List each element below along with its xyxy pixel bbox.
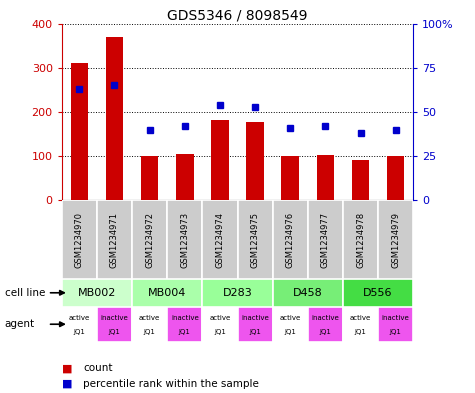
Bar <box>167 200 202 279</box>
Text: percentile rank within the sample: percentile rank within the sample <box>83 379 259 389</box>
Text: active: active <box>280 315 301 321</box>
Text: agent: agent <box>5 319 35 329</box>
Bar <box>211 119 228 200</box>
Text: active: active <box>139 315 160 321</box>
Bar <box>238 307 273 342</box>
Bar <box>176 154 194 200</box>
Text: GSM1234976: GSM1234976 <box>286 212 294 268</box>
Bar <box>62 200 97 279</box>
Text: JQ1: JQ1 <box>108 329 121 335</box>
Bar <box>202 200 238 279</box>
Text: JQ1: JQ1 <box>179 329 190 335</box>
Text: JQ1: JQ1 <box>354 329 367 335</box>
Text: GSM1234978: GSM1234978 <box>356 212 365 268</box>
Bar <box>141 156 158 200</box>
Text: inactive: inactive <box>382 315 409 321</box>
Bar <box>308 307 343 342</box>
Text: GSM1234970: GSM1234970 <box>75 212 84 268</box>
Text: GSM1234977: GSM1234977 <box>321 212 330 268</box>
Text: GSM1234973: GSM1234973 <box>180 212 189 268</box>
Text: JQ1: JQ1 <box>249 329 261 335</box>
Bar <box>273 200 308 279</box>
Text: GSM1234979: GSM1234979 <box>391 212 400 268</box>
Bar <box>308 200 343 279</box>
Bar <box>343 200 378 279</box>
Text: active: active <box>209 315 230 321</box>
Text: inactive: inactive <box>101 315 128 321</box>
Text: MB004: MB004 <box>148 288 186 298</box>
Bar <box>238 200 273 279</box>
Bar <box>132 200 167 279</box>
Text: ■: ■ <box>62 364 72 373</box>
Bar <box>343 279 413 307</box>
Bar <box>105 37 124 200</box>
Text: GSM1234975: GSM1234975 <box>251 212 259 268</box>
Text: D458: D458 <box>293 288 323 298</box>
Bar <box>132 307 167 342</box>
Text: active: active <box>350 315 371 321</box>
Bar <box>281 156 299 200</box>
Title: GDS5346 / 8098549: GDS5346 / 8098549 <box>167 8 308 22</box>
Bar <box>62 307 97 342</box>
Text: JQ1: JQ1 <box>390 329 401 335</box>
Bar <box>97 307 132 342</box>
Text: GSM1234974: GSM1234974 <box>216 212 224 268</box>
Text: inactive: inactive <box>312 315 339 321</box>
Bar <box>273 279 343 307</box>
Text: active: active <box>69 315 90 321</box>
Bar <box>352 160 369 200</box>
Text: count: count <box>83 364 113 373</box>
Bar <box>316 155 334 200</box>
Text: JQ1: JQ1 <box>143 329 156 335</box>
Bar <box>97 200 132 279</box>
Text: MB002: MB002 <box>78 288 116 298</box>
Text: ■: ■ <box>62 379 72 389</box>
Bar <box>273 307 308 342</box>
Text: D283: D283 <box>223 288 252 298</box>
Bar <box>71 63 88 200</box>
Text: GSM1234972: GSM1234972 <box>145 212 154 268</box>
Bar <box>343 307 378 342</box>
Bar <box>132 279 202 307</box>
Text: JQ1: JQ1 <box>284 329 296 335</box>
Bar <box>202 307 238 342</box>
Bar <box>62 279 132 307</box>
Text: cell line: cell line <box>5 288 45 298</box>
Text: JQ1: JQ1 <box>319 329 332 335</box>
Bar <box>387 156 404 200</box>
Bar <box>202 279 273 307</box>
Text: JQ1: JQ1 <box>73 329 86 335</box>
Bar <box>378 200 413 279</box>
Text: inactive: inactive <box>171 315 199 321</box>
Text: GSM1234971: GSM1234971 <box>110 212 119 268</box>
Bar <box>247 122 264 200</box>
Bar <box>378 307 413 342</box>
Text: inactive: inactive <box>241 315 269 321</box>
Text: D556: D556 <box>363 288 393 298</box>
Bar <box>167 307 202 342</box>
Text: JQ1: JQ1 <box>214 329 226 335</box>
